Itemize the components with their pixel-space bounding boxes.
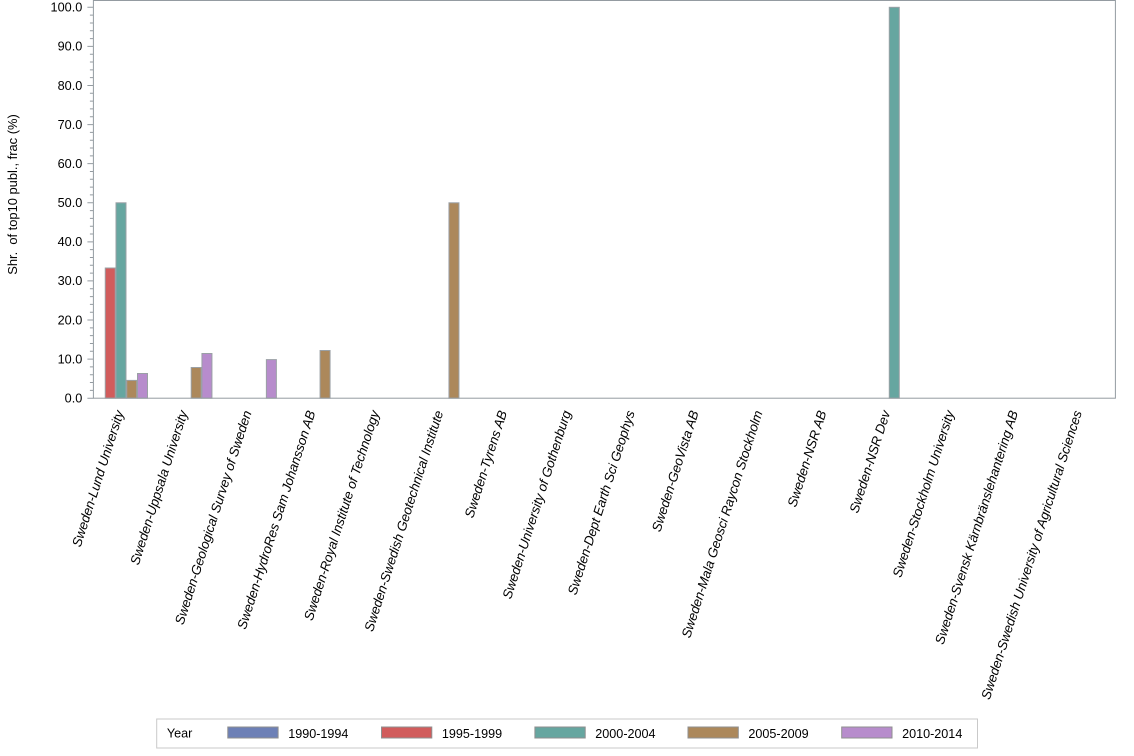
svg-text:40.0: 40.0 (58, 235, 83, 249)
svg-text:2005-2009: 2005-2009 (748, 727, 808, 741)
svg-text:30.0: 30.0 (58, 274, 83, 288)
svg-text:20.0: 20.0 (58, 313, 83, 327)
svg-text:70.0: 70.0 (58, 118, 83, 132)
svg-text:0.0: 0.0 (65, 392, 83, 406)
svg-text:Shr. of top10 publ., frac (%): Shr. of top10 publ., frac (%) (5, 114, 20, 275)
svg-text:1990-1994: 1990-1994 (288, 727, 348, 741)
svg-text:80.0: 80.0 (58, 79, 83, 93)
svg-text:60.0: 60.0 (58, 157, 83, 171)
svg-text:Year: Year (167, 726, 192, 740)
svg-text:90.0: 90.0 (58, 40, 83, 54)
svg-text:10.0: 10.0 (58, 352, 83, 366)
svg-text:50.0: 50.0 (58, 196, 83, 210)
svg-text:2010-2014: 2010-2014 (902, 727, 962, 741)
svg-text:2000-2004: 2000-2004 (595, 727, 655, 741)
svg-text:100.0: 100.0 (51, 1, 83, 15)
svg-text:1995-1999: 1995-1999 (442, 727, 502, 741)
